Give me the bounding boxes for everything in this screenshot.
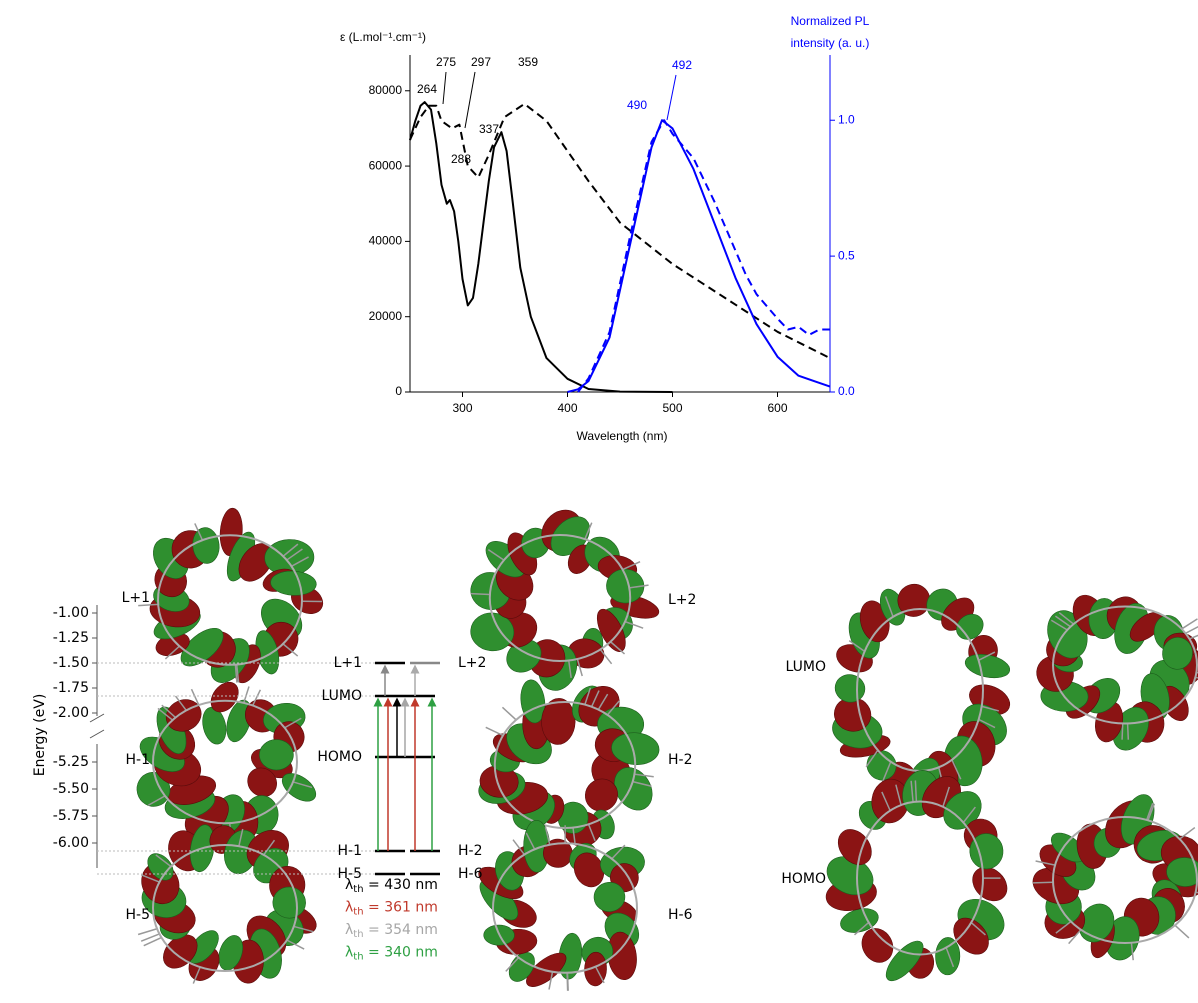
peak-label: 337 [479, 122, 499, 136]
lambda-symbol: λ [345, 945, 353, 961]
energy-tick-label: -1.50 [53, 655, 89, 671]
lambda-value: = 354 nm [364, 922, 438, 938]
level-label: LUMO [322, 688, 362, 704]
energy-tick-label: -1.75 [53, 680, 89, 696]
orbital-label: L+1 [122, 590, 150, 606]
y2-tick-label: 0.0 [838, 384, 855, 398]
energy-tick-label: -1.25 [53, 630, 89, 646]
y2-axis-label: intensity (a. u.) [791, 36, 870, 50]
x-axis-label: Wavelength (nm) [577, 429, 668, 443]
peak-label: 288 [451, 152, 471, 166]
lambda-subscript: th [353, 884, 363, 895]
orbital-label: H-6 [668, 907, 693, 923]
level-label: L+2 [458, 655, 486, 671]
x-tick-label: 600 [767, 401, 787, 415]
molecule-bond [567, 973, 568, 991]
level-label: HOMO [317, 749, 362, 765]
orbital-label: H-5 [126, 907, 151, 923]
y-axis-label: ε (L.mol⁻¹.cm⁻¹) [340, 30, 426, 44]
energy-tick-label: -5.50 [53, 781, 89, 797]
level-label: H-6 [458, 866, 483, 882]
energy-tick-label: -2.00 [53, 705, 89, 721]
lambda-symbol: λ [345, 900, 353, 916]
peak-label: 275 [436, 55, 456, 69]
level-label: H-2 [458, 843, 483, 859]
y2-tick-label: 0.5 [838, 248, 855, 262]
x-tick-label: 400 [557, 401, 577, 415]
molecule-bond [915, 780, 916, 801]
lambda-subscript: th [353, 907, 363, 918]
orbital-label: H-1 [126, 752, 151, 768]
lambda-symbol: λ [345, 922, 353, 938]
level-label: H-1 [338, 843, 363, 859]
molecule-bond [1128, 723, 1129, 739]
y-tick-label: 0 [395, 384, 402, 398]
energy-tick-label: -5.25 [53, 754, 89, 770]
level-label: L+1 [334, 655, 362, 671]
molecule-bond [1122, 723, 1123, 739]
molecule-bond [1033, 882, 1053, 883]
orbital-label: HOMO [781, 871, 826, 887]
x-tick-label: 300 [452, 401, 472, 415]
lambda-symbol: λ [345, 877, 353, 893]
orbital-label: LUMO [786, 659, 826, 675]
y2-tick-label: 1.0 [838, 112, 855, 126]
lambda-value: = 430 nm [364, 877, 438, 893]
peak-label: 359 [518, 55, 538, 69]
orbital-lobe [259, 739, 293, 770]
lambda-value: = 361 nm [364, 900, 438, 916]
orbital-lobe [935, 937, 960, 975]
y-tick-label: 80000 [369, 83, 403, 97]
lambda-subscript: th [353, 929, 363, 940]
molecule-bond [470, 594, 489, 595]
orbital-label: H-2 [668, 752, 693, 768]
peak-label: 492 [672, 58, 692, 72]
energy-axis-label: Energy (eV) [32, 694, 48, 777]
energy-tick-label: -6.00 [53, 835, 89, 851]
x-tick-label: 500 [662, 401, 682, 415]
peak-label: 490 [627, 98, 647, 112]
y2-axis-label: Normalized PL [791, 14, 870, 28]
lambda-subscript: th [353, 952, 363, 963]
y-tick-label: 40000 [369, 234, 403, 248]
peak-label: 264 [417, 82, 437, 96]
lambda-value: = 340 nm [364, 945, 438, 961]
peak-label: 297 [471, 55, 491, 69]
orbital-label: L+2 [668, 592, 696, 608]
y-tick-label: 60000 [369, 158, 403, 172]
energy-tick-label: -1.00 [53, 605, 89, 621]
y-tick-label: 20000 [369, 309, 403, 323]
energy-tick-label: -5.75 [53, 808, 89, 824]
